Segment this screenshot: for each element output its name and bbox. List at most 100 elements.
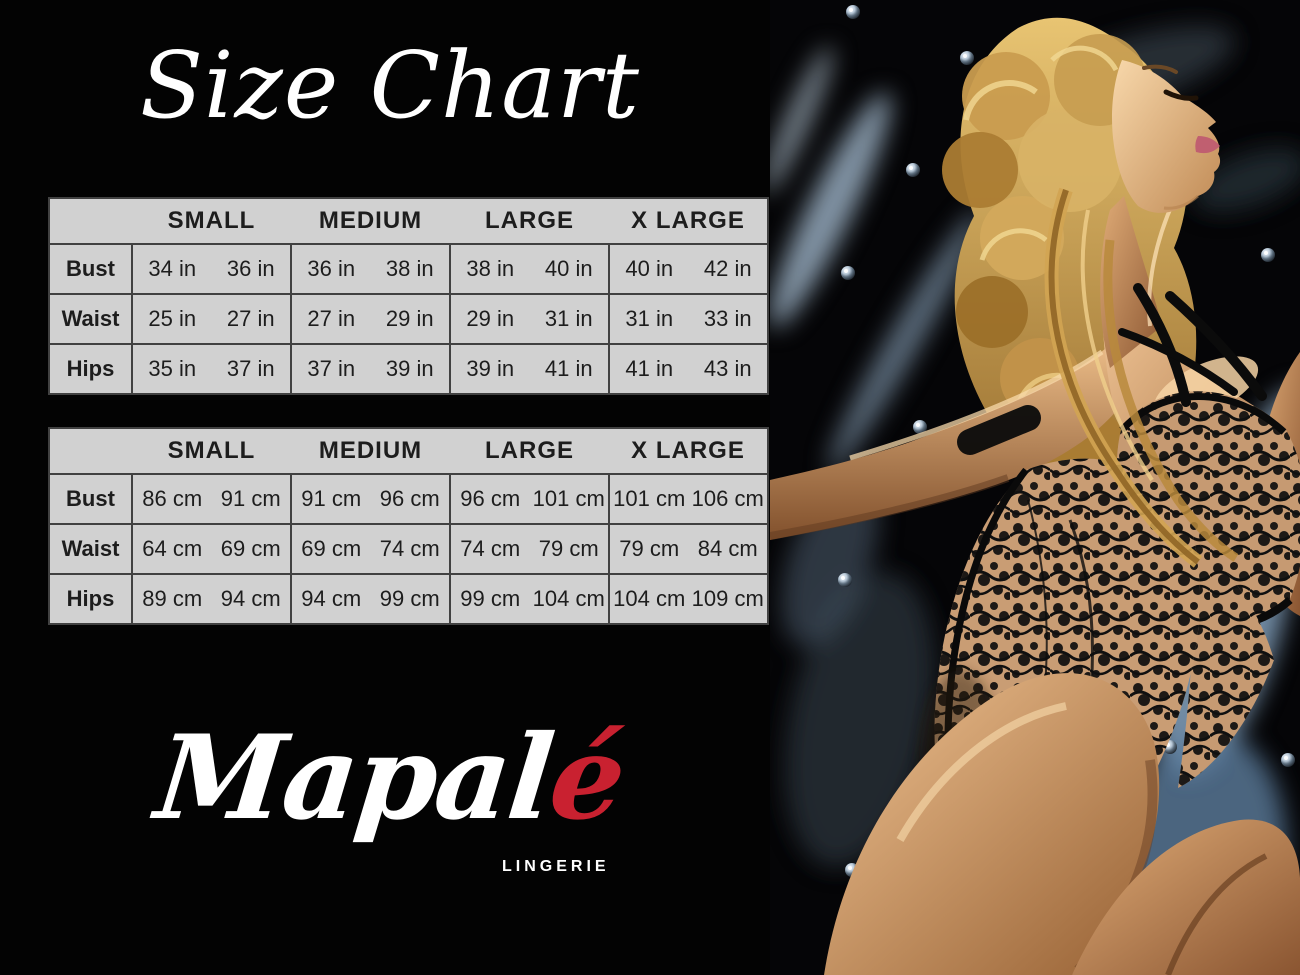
size-value: 27 in xyxy=(226,306,275,331)
column-header-large: LARGE xyxy=(450,198,609,245)
bodysuit-straps xyxy=(1118,283,1267,407)
size-cell: 86 cm 91 cm xyxy=(131,473,292,525)
size-value: 37 in xyxy=(307,356,356,381)
size-cell: 104 cm 109 cm xyxy=(608,573,769,625)
model-thigh xyxy=(824,673,1160,975)
size-cell: 34 in 36 in xyxy=(131,243,292,295)
size-cell: 99 cm 104 cm xyxy=(449,573,610,625)
size-value: 27 in xyxy=(307,306,356,331)
size-cell: 25 in 27 in xyxy=(131,293,292,345)
eyebrow xyxy=(1142,64,1178,74)
thigh-highlight xyxy=(896,702,1067,842)
column-header-small: SMALL xyxy=(132,428,291,475)
size-value: 37 in xyxy=(226,356,275,381)
size-cell: 79 cm 84 cm xyxy=(608,523,769,575)
column-header-large: LARGE xyxy=(450,428,609,475)
size-value: 41 in xyxy=(544,356,593,381)
model-calf xyxy=(1072,819,1300,975)
size-cell: 101 cm 106 cm xyxy=(608,473,769,525)
size-value: 91 cm xyxy=(220,486,281,511)
size-value: 89 cm xyxy=(142,586,203,611)
size-value: 69 cm xyxy=(220,536,281,561)
column-header-small: SMALL xyxy=(132,198,291,245)
model-arm xyxy=(770,348,1122,540)
arm-band xyxy=(957,405,1041,455)
brand-wordmark-white: Mapal xyxy=(150,710,559,846)
size-value: 38 in xyxy=(466,256,515,281)
table-row-bust: Bust 34 in 36 in 36 in 38 in 38 in 40 in 40… xyxy=(48,243,769,295)
upholstery-button xyxy=(913,420,927,434)
size-cell: 38 in 40 in xyxy=(449,243,610,295)
lace-bodysuit-side xyxy=(1178,540,1274,788)
size-table-centimeters: SMALL MEDIUM LARGE X LARGE Bust 86 cm 91 … xyxy=(48,427,769,625)
size-cell: 89 cm 94 cm xyxy=(131,573,292,625)
size-value: 69 cm xyxy=(301,536,362,561)
brand-wordmark-accent: é xyxy=(543,710,631,846)
size-value: 43 in xyxy=(703,356,752,381)
size-cell: 91 cm 96 cm xyxy=(290,473,451,525)
upholstery-button xyxy=(1281,753,1295,767)
size-cell: 39 in 41 in xyxy=(449,343,610,395)
size-value: 104 cm xyxy=(613,586,686,611)
header-row: SMALL MEDIUM LARGE X LARGE xyxy=(49,198,768,245)
size-value: 42 in xyxy=(703,256,752,281)
size-cell: 40 in 42 in xyxy=(608,243,769,295)
size-value: 31 in xyxy=(625,306,674,331)
column-header-medium: MEDIUM xyxy=(291,428,450,475)
row-label: Waist xyxy=(48,523,133,575)
size-value: 86 cm xyxy=(142,486,203,511)
model-neck xyxy=(1100,196,1162,368)
upholstery-button xyxy=(846,5,860,19)
size-cell: 64 cm 69 cm xyxy=(131,523,292,575)
size-value: 36 in xyxy=(307,256,356,281)
size-value: 94 cm xyxy=(220,586,281,611)
column-header-medium: MEDIUM xyxy=(291,198,450,245)
size-value: 96 cm xyxy=(379,486,440,511)
arm-highlight xyxy=(849,349,1104,461)
arm-shadow xyxy=(770,474,1010,540)
size-cell: 27 in 29 in xyxy=(290,293,451,345)
size-table-inches: SMALL MEDIUM LARGE X LARGE Bust 34 in 36 … xyxy=(48,197,769,395)
brand-subtext: LINGERIE xyxy=(502,858,610,875)
size-value: 91 cm xyxy=(301,486,362,511)
table-row-hips: Hips 35 in 37 in 37 in 39 in 39 in 41 in 41… xyxy=(48,343,769,395)
size-value: 29 in xyxy=(466,306,515,331)
size-cell: 35 in 37 in xyxy=(131,343,292,395)
size-value: 33 in xyxy=(703,306,752,331)
header-row: SMALL MEDIUM LARGE X LARGE xyxy=(49,428,768,475)
upholstery-button xyxy=(906,163,920,177)
size-cell: 96 cm 101 cm xyxy=(449,473,610,525)
model-photo xyxy=(770,0,1300,975)
size-cell: 29 in 31 in xyxy=(449,293,610,345)
size-value: 41 in xyxy=(625,356,674,381)
chin-shade xyxy=(1163,194,1199,210)
size-value: 64 cm xyxy=(142,536,203,561)
upholstery-button xyxy=(838,573,852,587)
size-cell: 74 cm 79 cm xyxy=(449,523,610,575)
size-value: 29 in xyxy=(385,306,434,331)
size-cell: 31 in 33 in xyxy=(608,293,769,345)
table-row-bust: Bust 86 cm 91 cm 91 cm 96 cm 96 cm 101 cm 1… xyxy=(48,473,769,525)
size-value: 94 cm xyxy=(301,586,362,611)
table-row-waist: Waist 25 in 27 in 27 in 29 in 29 in 31 in 3… xyxy=(48,293,769,345)
size-value: 99 cm xyxy=(379,586,440,611)
upholstery-button xyxy=(841,266,855,280)
row-label: Hips xyxy=(48,573,133,625)
upholstery-buttons xyxy=(838,5,1295,902)
size-cell: 94 cm 99 cm xyxy=(290,573,451,625)
row-label: Bust xyxy=(48,473,133,525)
size-value: 38 in xyxy=(385,256,434,281)
size-value: 34 in xyxy=(148,256,197,281)
size-value: 35 in xyxy=(148,356,197,381)
model-figure xyxy=(770,17,1300,975)
calf-divider xyxy=(1165,853,1268,975)
column-header-xlarge: X LARGE xyxy=(609,428,768,475)
size-value: 101 cm xyxy=(613,486,686,511)
size-value: 74 cm xyxy=(379,536,440,561)
table-row-hips: Hips 89 cm 94 cm 94 cm 99 cm 99 cm 104 cm 1… xyxy=(48,573,769,625)
upholstery-button xyxy=(960,51,974,65)
size-value: 40 in xyxy=(544,256,593,281)
brand-logo: Mapalé LINGERIE xyxy=(0,710,780,875)
eyelash xyxy=(1163,89,1199,101)
